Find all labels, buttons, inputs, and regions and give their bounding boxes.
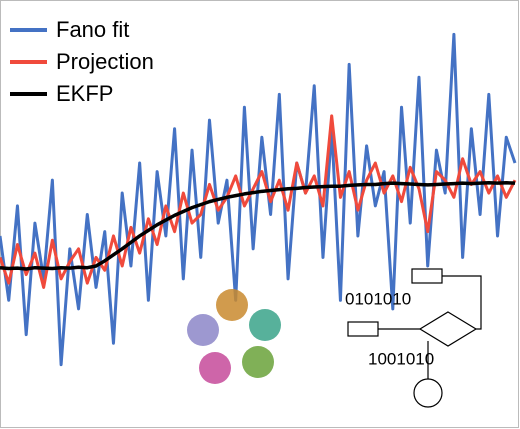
legend-label: EKFP [56, 81, 113, 106]
protein-icon [187, 289, 281, 384]
flow-edge [442, 275, 482, 330]
flow-box [347, 321, 379, 337]
flow-box [411, 268, 443, 284]
legend-label: Fano fit [56, 17, 129, 42]
series-line [0, 181, 516, 271]
legend-label: Projection [56, 49, 154, 74]
annotation: 0101010 [345, 289, 411, 308]
plot [0, 32, 517, 367]
flowchart [347, 268, 482, 408]
annotation: 1001010 [368, 349, 434, 368]
legend: Fano fit Projection EKFP [10, 17, 154, 106]
flow-decision [418, 311, 478, 347]
protein-unit [242, 346, 274, 378]
protein-unit [187, 314, 219, 346]
series-line [0, 114, 517, 289]
protein-unit [249, 309, 281, 341]
protein-unit [216, 289, 248, 321]
flow-end [413, 378, 443, 408]
protein-unit [199, 352, 231, 384]
